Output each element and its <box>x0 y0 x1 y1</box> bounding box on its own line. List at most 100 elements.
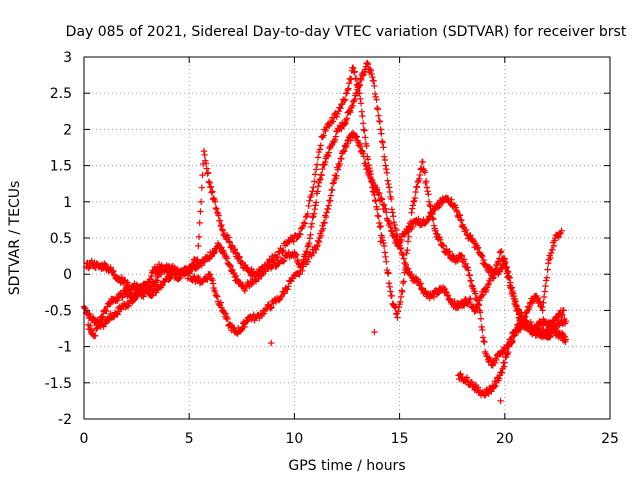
data-point <box>305 202 312 210</box>
data-point <box>432 227 439 234</box>
data-point <box>491 359 499 367</box>
data-point <box>341 96 349 103</box>
data-point <box>360 126 368 133</box>
data-point <box>209 188 216 195</box>
data-point <box>366 66 374 73</box>
data-point <box>323 209 330 216</box>
data-point <box>390 232 398 240</box>
data-point <box>225 234 232 241</box>
data-point <box>110 271 118 278</box>
data-point <box>313 161 321 168</box>
data-point <box>168 272 175 279</box>
data-point <box>381 156 389 164</box>
data-point <box>372 197 379 205</box>
data-point <box>213 205 220 213</box>
data-point <box>216 217 224 224</box>
data-point <box>386 283 393 291</box>
data-point <box>383 165 390 173</box>
data-point <box>130 293 137 301</box>
data-point <box>421 169 429 176</box>
data-point <box>268 252 276 260</box>
data-point <box>322 213 330 221</box>
data-point <box>407 218 415 225</box>
data-point <box>385 180 392 188</box>
data-point <box>451 298 458 305</box>
data-point <box>210 248 217 256</box>
data-point <box>153 289 160 296</box>
data-point <box>294 257 302 264</box>
data-point <box>467 232 474 239</box>
data-point <box>398 287 405 294</box>
data-point <box>378 196 386 203</box>
data-point <box>340 147 347 154</box>
data-point <box>357 143 364 151</box>
data-point <box>322 127 329 135</box>
data-point <box>308 191 315 199</box>
data-point <box>107 264 114 271</box>
data-point <box>320 132 327 139</box>
data-point <box>453 304 461 312</box>
data-point <box>386 188 393 196</box>
data-point <box>304 258 312 265</box>
data-point <box>526 304 533 311</box>
data-point <box>394 308 402 315</box>
data-point <box>503 270 511 277</box>
data-point <box>371 90 379 98</box>
data-point <box>361 127 368 134</box>
data-point <box>312 171 319 178</box>
data-point <box>423 178 430 185</box>
data-point <box>416 175 423 183</box>
data-point <box>179 269 186 276</box>
data-point <box>373 186 381 193</box>
data-point <box>466 272 473 279</box>
data-point <box>343 143 350 151</box>
data-point <box>430 222 438 229</box>
data-point <box>194 256 201 263</box>
data-point <box>505 274 513 282</box>
data-point <box>351 68 358 75</box>
data-point <box>355 83 362 91</box>
data-point <box>285 283 292 290</box>
data-point <box>149 291 156 299</box>
data-point <box>503 264 510 272</box>
data-point <box>145 285 152 293</box>
data-point <box>206 271 213 279</box>
data-point <box>147 275 154 283</box>
data-point <box>399 288 406 296</box>
data-point <box>538 303 546 311</box>
data-point <box>387 195 395 203</box>
data-point <box>359 120 367 127</box>
data-point <box>390 219 398 226</box>
x-tick-label: 20 <box>496 431 514 447</box>
data-point <box>358 108 365 115</box>
data-point <box>373 104 381 112</box>
data-point <box>383 169 391 177</box>
data-point <box>125 302 133 309</box>
data-point <box>317 142 325 149</box>
data-point <box>324 205 332 213</box>
data-point <box>406 224 413 232</box>
data-point <box>359 72 367 79</box>
data-point <box>391 221 398 229</box>
data-point <box>559 311 566 318</box>
data-point <box>430 216 437 223</box>
data-point <box>414 178 422 186</box>
data-point <box>549 246 556 254</box>
data-point <box>317 175 324 183</box>
data-point <box>458 298 465 305</box>
y-tick-label: -1 <box>58 340 72 356</box>
data-point <box>103 307 110 315</box>
data-point <box>465 267 472 274</box>
data-point <box>543 274 551 281</box>
data-point <box>213 292 220 300</box>
data-point <box>364 59 371 67</box>
data-point <box>322 158 329 166</box>
data-point <box>311 178 318 185</box>
data-point <box>343 90 351 97</box>
data-point <box>505 343 513 350</box>
data-point <box>457 370 464 378</box>
data-point <box>219 227 227 234</box>
data-point <box>204 169 212 176</box>
data-point <box>434 289 442 297</box>
data-point <box>167 275 174 282</box>
